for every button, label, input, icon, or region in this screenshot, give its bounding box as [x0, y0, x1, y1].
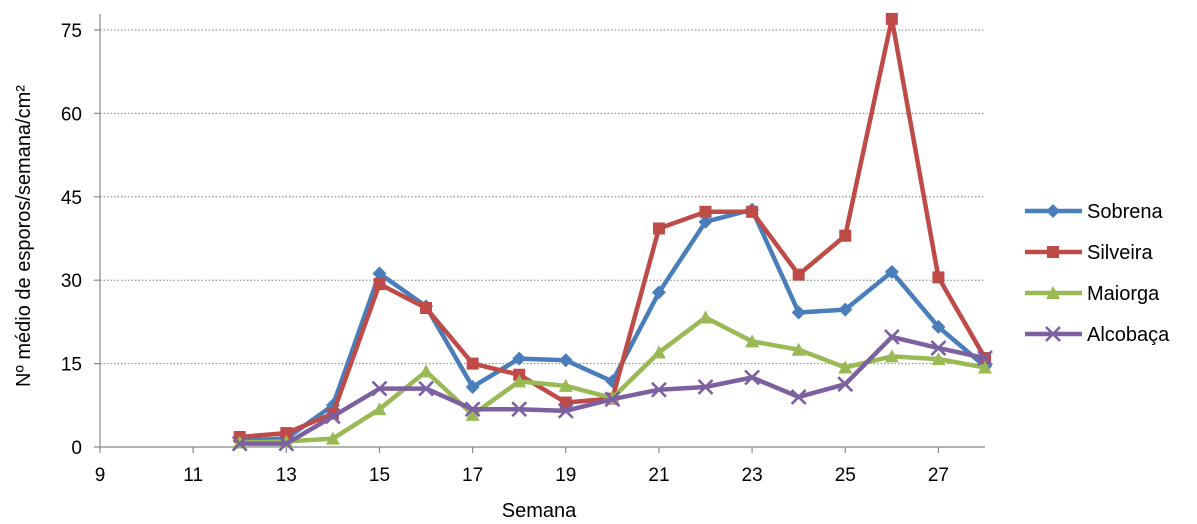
data-point-alcobaça — [744, 369, 761, 386]
data-point-maiorga — [978, 360, 992, 374]
y-tick-label: 75 — [61, 21, 82, 42]
data-point-alcobaça — [697, 379, 714, 395]
data-point-sobrena — [838, 302, 853, 317]
data-point-alcobaça — [977, 350, 993, 366]
data-point-maiorga — [558, 378, 573, 392]
data-point-alcobaça — [837, 376, 854, 393]
y-tick-label: 30 — [61, 271, 82, 292]
y-tick-label: 60 — [61, 104, 82, 125]
data-point-silveira — [280, 427, 293, 440]
data-point-alcobaça — [604, 391, 621, 408]
x-tick-label: 17 — [462, 465, 483, 486]
y-tick-label: 45 — [61, 188, 82, 209]
data-point-alcobaça — [651, 381, 667, 398]
legend-marker — [1047, 246, 1059, 258]
data-point-sobrena — [512, 351, 527, 366]
data-point-sobrena — [465, 379, 480, 394]
data-point-alcobaça — [790, 389, 807, 405]
legend-label: Silveira — [1087, 242, 1153, 264]
data-point-sobrena — [931, 319, 946, 334]
series-line-silveira — [239, 16, 987, 440]
legend-marker — [1045, 326, 1061, 342]
data-point-sobrena — [791, 305, 806, 320]
data-point-maiorga — [745, 334, 760, 348]
data-point-sobrena — [884, 264, 899, 279]
data-point-alcobaça — [511, 401, 528, 418]
data-point-sobrena — [651, 285, 666, 300]
x-tick-label: 19 — [555, 465, 576, 486]
x-tick-label: 21 — [648, 465, 669, 486]
legend-label: Sobrena — [1087, 201, 1163, 223]
legend-label: Maiorga — [1087, 283, 1160, 305]
data-point-maiorga — [698, 310, 713, 324]
data-point-maiorga — [325, 431, 340, 445]
y-tick-label: 15 — [61, 355, 82, 376]
legend-marker — [1046, 286, 1060, 299]
data-point-alcobaça — [930, 340, 947, 356]
x-tick-label: 15 — [369, 465, 390, 486]
data-point-maiorga — [512, 374, 527, 388]
axes — [94, 14, 985, 453]
x-tick-label: 27 — [928, 465, 949, 486]
data-point-silveira — [792, 268, 805, 281]
legend-marker — [1046, 204, 1060, 218]
data-point-alcobaça — [883, 328, 900, 345]
data-point-maiorga — [419, 364, 434, 378]
data-point-maiorga — [651, 345, 666, 359]
y-tick-label: 0 — [71, 438, 82, 459]
data-point-silveira — [839, 229, 852, 242]
data-point-alcobaça — [231, 435, 248, 452]
data-point-maiorga — [372, 402, 387, 416]
data-point-alcobaça — [371, 380, 388, 397]
data-point-alcobaça — [278, 435, 295, 452]
data-point-silveira — [932, 271, 945, 284]
data-point-silveira — [746, 205, 759, 218]
data-point-alcobaça — [324, 408, 341, 425]
data-point-alcobaça — [464, 401, 481, 418]
data-point-sobrena — [558, 353, 573, 368]
data-point-silveira — [652, 222, 665, 235]
legend-label: Alcobaça — [1087, 324, 1170, 346]
data-point-maiorga — [838, 360, 853, 374]
data-point-silveira — [699, 205, 712, 218]
data-point-maiorga — [931, 352, 946, 366]
legend: Sobrena Silveira Maiorga Alcobaça — [1025, 201, 1170, 346]
data-point-alcobaça — [557, 402, 574, 419]
x-tick-label: 13 — [276, 465, 297, 486]
series-lines — [231, 12, 993, 452]
data-point-alcobaça — [418, 380, 434, 397]
x-tick-label: 11 — [183, 465, 203, 486]
data-point-silveira — [466, 357, 479, 370]
x-tick-label: 23 — [742, 465, 763, 486]
x-tick-label: 25 — [835, 465, 856, 486]
tick-labels: 0 15 30 45 60 75 9 11 13 15 17 19 21 23 25 27 — [61, 21, 949, 486]
data-point-maiorga — [884, 349, 899, 363]
data-point-sobrena — [698, 214, 713, 229]
data-point-silveira — [885, 12, 898, 25]
data-point-maiorga — [791, 342, 806, 356]
x-axis-title: Semana — [502, 500, 577, 522]
y-axis-title: Nº médio de esporos/semana/cm² — [13, 85, 35, 387]
data-point-silveira — [559, 396, 572, 409]
data-point-sobrena — [372, 266, 387, 281]
x-tick-label: 9 — [95, 465, 106, 486]
gridlines — [100, 29, 985, 365]
data-point-maiorga — [465, 407, 480, 421]
data-point-silveira — [420, 302, 433, 314]
data-point-silveira — [373, 278, 386, 291]
